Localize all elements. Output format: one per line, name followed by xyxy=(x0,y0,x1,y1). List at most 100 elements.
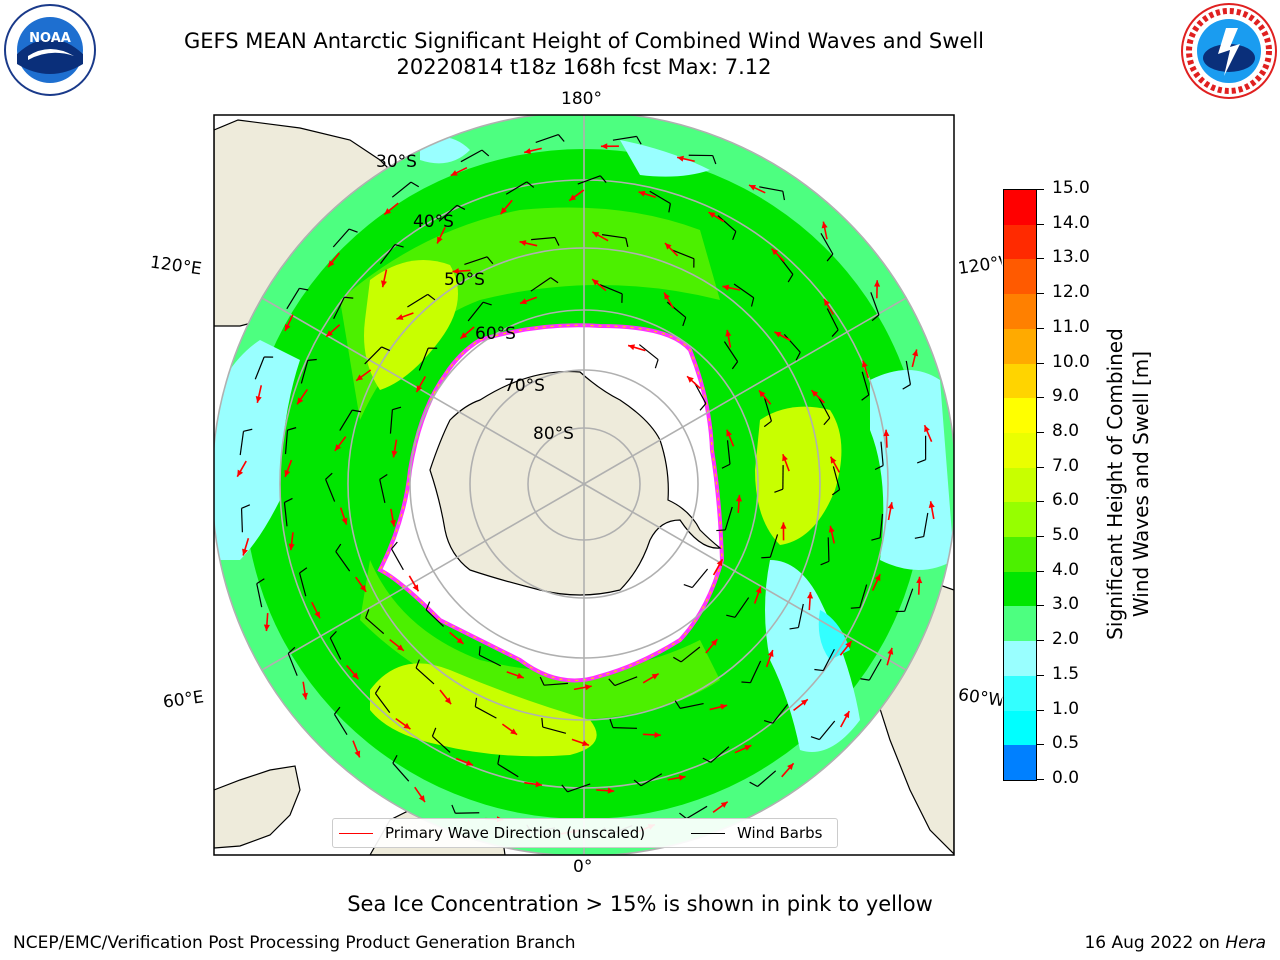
wave-arrow-head xyxy=(887,502,894,510)
wind-barb-shaft xyxy=(905,360,912,385)
wind-barb-feather xyxy=(427,293,436,301)
wave-arrow-head xyxy=(628,344,636,351)
wind-barb-shaft xyxy=(479,654,502,667)
wind-barb-shaft xyxy=(691,568,709,588)
wave-arrow-head xyxy=(916,576,923,584)
wind-barb-shaft xyxy=(614,676,638,687)
wave-arrow-head xyxy=(807,592,814,599)
wind-barb-shaft xyxy=(599,284,623,295)
wave-arrow-head xyxy=(255,396,262,403)
wind-barb-feather xyxy=(732,231,737,241)
colorbar-tick-label: 12.0 xyxy=(1052,282,1090,303)
wave-arrow-head xyxy=(726,429,732,437)
colorbar-segment xyxy=(1004,641,1036,676)
wind-barb-shaft xyxy=(339,409,353,431)
colorbar-segment xyxy=(1004,259,1036,295)
wind-barb-feather xyxy=(333,706,341,715)
lon-label-60e: 60°E xyxy=(161,687,206,713)
wind-barb-shaft xyxy=(567,783,591,793)
wind-barb-shaft xyxy=(602,234,626,239)
wind-barb-shaft xyxy=(759,186,783,192)
wind-barb-shaft xyxy=(772,704,789,724)
wave-arrow-head xyxy=(500,207,507,215)
wind-barb-feather xyxy=(394,243,404,248)
wave-arrow-head xyxy=(708,212,716,219)
colorbar-segment xyxy=(1004,606,1036,642)
wind-barb-shaft xyxy=(392,762,410,782)
wave-arrow-head xyxy=(887,647,894,655)
wind-barb-feather xyxy=(474,697,478,707)
wind-barb-feather xyxy=(344,296,354,299)
wind-barb-shaft xyxy=(612,135,637,141)
wind-barb-shaft xyxy=(822,648,835,671)
colorbar-tick-mark xyxy=(1036,362,1044,364)
wind-barb-shaft xyxy=(364,346,383,365)
wave-arrow-head xyxy=(912,349,919,357)
antarctica-land xyxy=(429,370,722,596)
wave-arrow-head xyxy=(519,298,527,305)
legend-red-line xyxy=(339,833,373,834)
wind-barb-shaft xyxy=(879,513,884,538)
wind-barb-feather xyxy=(325,472,333,480)
wind-barb-shaft xyxy=(764,398,773,422)
colorbar-tick-label: 7.0 xyxy=(1052,455,1080,476)
wind-barb-feather xyxy=(633,779,642,787)
lat-label-70s: 70°S xyxy=(504,376,545,396)
wind-barb-feather xyxy=(329,630,337,639)
wind-barb-feather xyxy=(668,203,671,213)
wind-barb-shaft xyxy=(455,812,480,814)
colorbar-tick-mark xyxy=(1036,397,1044,399)
wave-arrow-head xyxy=(352,672,359,680)
wind-barb-shaft xyxy=(680,646,701,663)
wind-barb-feather xyxy=(702,757,712,763)
wind-barb-shaft xyxy=(239,431,245,456)
wind-barb-shaft xyxy=(283,502,288,527)
wind-barb-shaft xyxy=(432,735,451,753)
wave-arrow-head xyxy=(418,795,425,803)
colorbar-tick-label: 5.0 xyxy=(1052,525,1080,546)
wind-barb-feather xyxy=(750,297,755,307)
wind-barb-shaft xyxy=(407,293,429,308)
wind-barb-shaft xyxy=(638,344,659,361)
wave-arrow-head xyxy=(412,584,419,592)
colorbar-segment xyxy=(1004,537,1036,572)
wind-barb-shaft xyxy=(640,773,663,787)
wave-arrow-head xyxy=(397,644,404,651)
wave-arrow-head xyxy=(326,330,333,337)
wind-barb-shaft xyxy=(542,726,567,734)
wave-arrow-head xyxy=(334,444,342,451)
wind-barb-feather xyxy=(307,358,317,361)
high-waves-south-atlantic xyxy=(370,663,597,757)
wind-barb-feather xyxy=(561,784,569,793)
wave-arrow-head xyxy=(749,185,757,191)
wind-barb-shaft xyxy=(425,609,445,627)
wind-barb-shaft xyxy=(464,256,488,266)
wave-arrow-head xyxy=(297,397,304,405)
map-title: GEFS MEAN Antarctic Significant Height o… xyxy=(183,29,985,53)
lat-label-30s: 30°S xyxy=(376,152,417,172)
wave-arrow-head xyxy=(780,522,787,529)
wind-barb-feather xyxy=(682,317,687,327)
wave-arrow-head xyxy=(874,574,881,582)
wind-barb-feather xyxy=(763,420,772,428)
wind-barb-shaft xyxy=(769,534,779,558)
wind-barb-shaft xyxy=(757,770,777,787)
wave-arrow-head xyxy=(450,170,458,176)
wind-barb-feather xyxy=(721,463,731,469)
colorbar-tick-mark xyxy=(1036,536,1044,538)
wind-barb-feather xyxy=(391,541,398,550)
wind-barb-shaft xyxy=(287,653,298,676)
colorbar-tick-mark xyxy=(1036,779,1044,780)
wind-barb-shaft xyxy=(832,466,841,490)
wave-arrow-head xyxy=(456,637,464,644)
footer-left: NCEP/EMC/Verification Post Processing Pr… xyxy=(13,933,576,953)
wave-arrow-head xyxy=(654,731,661,738)
wave-arrow-head xyxy=(444,697,452,705)
wave-arrow-head xyxy=(755,586,762,594)
wind-barb-feather xyxy=(608,678,616,686)
legend-item-wind-barbs: Wind Barbs xyxy=(691,824,822,842)
wind-barb-feather xyxy=(820,560,830,566)
colorbar-tick-label: 4.0 xyxy=(1052,559,1080,580)
colorbar-segment xyxy=(1004,745,1036,780)
wind-barb-feather xyxy=(241,504,251,509)
